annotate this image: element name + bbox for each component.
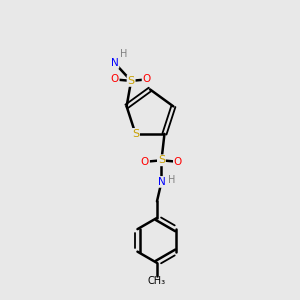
Text: CH₃: CH₃ <box>148 276 166 286</box>
Text: O: O <box>174 157 182 167</box>
Text: S: S <box>132 129 139 139</box>
Text: S: S <box>128 76 135 86</box>
Text: H: H <box>168 176 175 185</box>
Text: O: O <box>110 74 119 84</box>
Text: O: O <box>142 74 151 84</box>
Text: H: H <box>120 49 127 59</box>
Text: N: N <box>111 58 119 68</box>
Text: O: O <box>141 157 149 167</box>
Text: N: N <box>158 177 165 187</box>
Text: S: S <box>158 155 165 165</box>
